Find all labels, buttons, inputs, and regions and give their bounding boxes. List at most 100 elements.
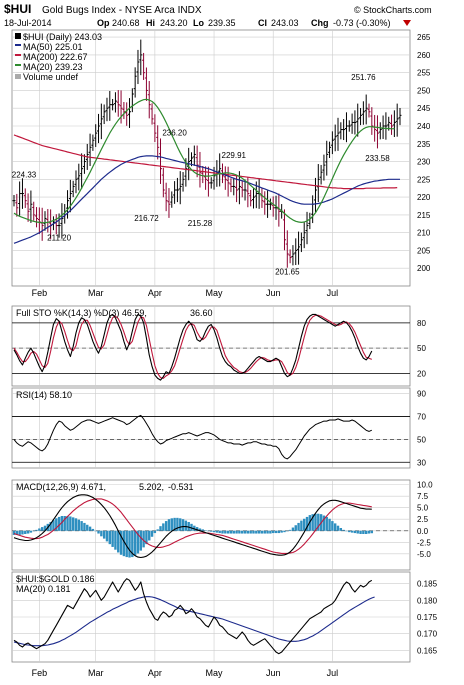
macd-histogram-bar bbox=[179, 518, 182, 531]
macd-histogram-bar bbox=[317, 513, 320, 531]
sto-tick-label: 80 bbox=[417, 319, 426, 328]
macd-histogram-bar bbox=[232, 530, 235, 534]
month-label-top: Apr bbox=[148, 288, 162, 298]
macd-histogram-bar bbox=[297, 522, 300, 531]
price-annotation: 236.20 bbox=[162, 129, 187, 138]
month-label-bottom: May bbox=[206, 668, 224, 678]
macd-histogram-bar bbox=[241, 530, 244, 534]
macd-histogram-bar bbox=[167, 519, 171, 531]
macd-histogram-bar bbox=[131, 530, 134, 558]
month-label-top: Jul bbox=[327, 288, 339, 298]
macd-histogram-bar bbox=[77, 519, 81, 531]
macd-histogram-bar bbox=[243, 530, 247, 534]
macd-histogram-bar bbox=[40, 527, 44, 531]
macd-histogram-bar bbox=[43, 525, 47, 531]
month-label-bottom: Jul bbox=[327, 668, 339, 678]
macd-histogram-bar bbox=[353, 530, 357, 534]
price-tick-label: 230 bbox=[417, 158, 431, 167]
macd-histogram-bar bbox=[125, 530, 128, 558]
chg-label: Chg bbox=[311, 18, 329, 28]
legend-volume: Volume undef bbox=[23, 72, 79, 82]
legend-ratio-ma: MA(20) 0.181 bbox=[16, 584, 71, 594]
macd-histogram-bar bbox=[190, 523, 193, 531]
price-tick-label: 260 bbox=[417, 51, 431, 60]
macd-histogram-bar bbox=[24, 530, 27, 534]
macd-histogram-bar bbox=[252, 530, 255, 534]
macd-histogram-bar bbox=[224, 530, 227, 534]
macd-histogram-bar bbox=[215, 530, 219, 533]
macd-histogram-bar bbox=[100, 530, 103, 537]
price-annotation: 229.91 bbox=[222, 151, 247, 160]
macd-histogram-bar bbox=[229, 530, 233, 534]
macd-histogram-bar bbox=[136, 530, 140, 554]
macd-line bbox=[13, 494, 372, 559]
macd-histogram-bar bbox=[142, 530, 145, 548]
macd-histogram-bar bbox=[260, 530, 264, 534]
macd-histogram-bar bbox=[333, 523, 337, 531]
macd-histogram-bar bbox=[162, 523, 165, 531]
macd-histogram-bar bbox=[255, 530, 258, 534]
macd-histogram-bar bbox=[29, 530, 33, 533]
macd-tick-label: 10.0 bbox=[417, 481, 433, 490]
ratio-tick-label: 0.170 bbox=[417, 630, 438, 639]
macd-histogram-bar bbox=[184, 520, 188, 531]
macd-histogram-bar bbox=[272, 530, 275, 534]
macd-histogram-bar bbox=[195, 527, 199, 531]
macd-histogram-bar bbox=[86, 524, 89, 531]
macd-histogram-bar bbox=[88, 526, 92, 531]
legend-swatch-ma200 bbox=[15, 54, 21, 56]
macd-histogram-bar bbox=[63, 516, 66, 531]
macd-tick-label: 2.5 bbox=[417, 515, 429, 524]
price-tick-label: 240 bbox=[417, 122, 431, 131]
ratio-tick-label: 0.165 bbox=[417, 646, 438, 655]
macd-histogram-bar bbox=[226, 530, 230, 534]
macd-histogram-bar bbox=[176, 517, 179, 531]
macd-histogram-bar bbox=[218, 530, 221, 534]
macd-histogram-bar bbox=[367, 530, 371, 534]
macd-histogram-bar bbox=[277, 530, 281, 534]
ratio-legend: $HUI:$GOLD 0.186 MA(20) 0.181 bbox=[16, 574, 95, 594]
legend-rsi: RSI(14) 58.10 bbox=[16, 390, 72, 400]
month-label-bottom: Mar bbox=[88, 668, 104, 678]
macd-histogram-bar bbox=[49, 522, 52, 531]
rsi-panel bbox=[11, 387, 411, 469]
macd-histogram-bar bbox=[145, 530, 148, 545]
macd-histogram-bar bbox=[269, 530, 272, 534]
macd-histogram-bar bbox=[345, 530, 348, 532]
sto-k-line bbox=[13, 313, 373, 381]
ratio-tick-label: 0.180 bbox=[417, 596, 438, 605]
cl-label: Cl bbox=[258, 18, 267, 28]
macd-histogram-bar bbox=[331, 521, 334, 531]
macd-histogram-bar bbox=[280, 530, 283, 533]
brand-label: © StockCharts.com bbox=[354, 5, 432, 15]
macd-histogram-bar bbox=[291, 527, 295, 531]
month-label-bottom: Jun bbox=[266, 668, 281, 678]
macd-histogram-bar bbox=[156, 529, 159, 531]
macd-histogram-bar bbox=[210, 530, 213, 532]
macd-histogram-bar bbox=[105, 530, 109, 542]
macd-histogram-bar bbox=[57, 516, 61, 531]
macd-histogram-bar bbox=[32, 530, 35, 532]
macd-histogram-bar bbox=[55, 518, 58, 531]
macd-histogram-bar bbox=[94, 530, 97, 532]
price-tick-label: 250 bbox=[417, 86, 431, 95]
price-legend: $HUI (Daily) 243.03 MA(50) 225.01 MA(200… bbox=[15, 32, 102, 82]
macd-histogram-bar bbox=[187, 522, 190, 531]
macd-histogram-bar bbox=[249, 530, 252, 534]
legend-swatch-volume bbox=[15, 74, 21, 79]
legend-sto: Full STO %K(14,3) %D(3) 46.59, bbox=[16, 308, 147, 318]
macd-histogram-bar bbox=[325, 516, 328, 531]
macd-histogram-bar bbox=[38, 528, 41, 531]
macd-tick-label: -5.0 bbox=[417, 550, 431, 559]
legend-price: $HUI (Daily) 243.03 bbox=[23, 32, 102, 42]
price-annotation: 201.65 bbox=[275, 267, 300, 276]
macd-histogram-bar bbox=[266, 530, 269, 534]
macd-tick-label: 0.0 bbox=[417, 527, 429, 536]
macd-histogram-bar bbox=[12, 530, 16, 535]
sto-tick-label: 20 bbox=[417, 369, 426, 378]
macd-histogram-bar bbox=[212, 530, 216, 533]
price-annotation: 211.20 bbox=[47, 233, 71, 242]
price-annotation: 224.33 bbox=[12, 171, 37, 180]
macd-histogram-bar bbox=[139, 530, 142, 551]
